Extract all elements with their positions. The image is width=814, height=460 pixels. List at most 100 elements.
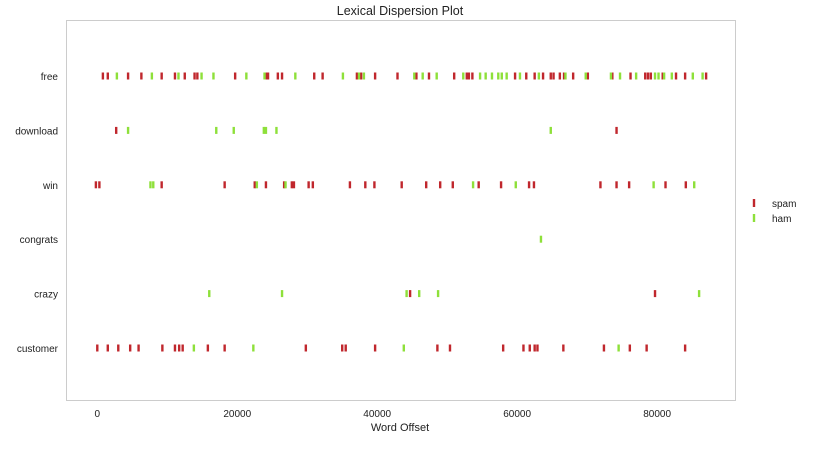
spam-mark-free	[571, 72, 575, 80]
ham-mark-free	[537, 72, 541, 80]
legend-swatch-spam	[752, 199, 756, 207]
ham-mark-free	[115, 72, 119, 80]
spam-mark-free	[558, 72, 562, 80]
ham-mark-free	[462, 72, 465, 80]
ham-mark-download	[215, 126, 218, 134]
spam-mark-free	[140, 72, 143, 80]
spam-mark-win	[98, 181, 101, 189]
spam-mark-customer	[602, 344, 606, 352]
spam-mark-free	[683, 72, 687, 80]
ham-mark-free	[421, 72, 424, 80]
spam-mark-customer	[448, 344, 452, 352]
spam-mark-free	[193, 72, 196, 80]
spam-mark-free	[321, 72, 324, 80]
ham-mark-download	[232, 126, 235, 134]
ham-mark-customer	[192, 344, 196, 352]
spam-mark-win	[477, 181, 480, 189]
spam-mark-customer	[181, 344, 184, 352]
spam-mark-free	[704, 72, 708, 80]
legend-label-ham: ham	[772, 214, 791, 225]
spam-mark-customer	[106, 344, 109, 352]
spam-mark-customer	[177, 344, 181, 352]
ham-mark-crazy	[417, 290, 421, 298]
ham-mark-win	[152, 181, 155, 189]
spam-mark-free	[674, 72, 678, 80]
ham-mark-free	[413, 72, 416, 80]
spam-mark-free	[183, 72, 186, 80]
y-label-download: download	[15, 126, 58, 137]
spam-mark-win	[615, 181, 618, 189]
x-tick-label: 80000	[643, 409, 671, 420]
ham-mark-free	[177, 72, 180, 80]
ham-mark-free	[564, 72, 567, 80]
spam-mark-customer	[223, 344, 226, 352]
spam-mark-customer	[173, 344, 177, 352]
spam-mark-free	[649, 72, 653, 80]
y-label-customer: customer	[17, 344, 59, 355]
spam-mark-win	[684, 181, 688, 189]
spam-mark-customer	[536, 344, 539, 352]
ham-mark-free	[200, 72, 203, 80]
spam-mark-download	[114, 126, 118, 134]
ham-mark-free	[618, 72, 622, 80]
spam-mark-free	[373, 72, 377, 80]
spam-mark-win	[664, 181, 667, 189]
spam-mark-free	[549, 72, 552, 80]
spam-mark-win	[527, 181, 531, 189]
spam-mark-free	[525, 72, 528, 80]
x-tick-label: 20000	[223, 409, 251, 420]
ham-mark-download	[275, 126, 278, 134]
ham-mark-download	[262, 126, 266, 134]
spam-mark-win	[253, 181, 256, 189]
spam-mark-customer	[128, 344, 132, 352]
spam-mark-free	[427, 72, 431, 80]
spam-mark-customer	[501, 344, 505, 352]
ham-mark-crazy	[436, 290, 440, 298]
ham-mark-free	[484, 72, 487, 80]
spam-mark-win	[311, 181, 315, 189]
spam-mark-win	[94, 181, 98, 189]
spam-mark-free	[101, 72, 105, 80]
spam-mark-customer	[528, 344, 531, 352]
ham-mark-free	[584, 72, 587, 80]
spam-mark-free	[644, 72, 647, 80]
spam-mark-customer	[117, 344, 120, 352]
spam-mark-customer	[436, 344, 439, 352]
ham-mark-download	[264, 126, 268, 134]
y-label-congrats: congrats	[20, 235, 58, 246]
spam-mark-win	[364, 181, 367, 189]
ham-mark-crazy	[280, 290, 284, 298]
spam-mark-free	[276, 72, 280, 80]
spam-mark-free	[465, 72, 468, 80]
ham-mark-free	[490, 72, 494, 80]
spam-mark-free	[313, 72, 316, 80]
y-label-win: win	[42, 181, 58, 192]
spam-mark-customer	[344, 344, 347, 352]
spam-mark-win	[438, 181, 442, 189]
ham-mark-free	[505, 72, 508, 80]
ham-mark-win	[652, 181, 655, 189]
spam-mark-customer	[96, 344, 99, 352]
ham-mark-free	[653, 72, 657, 80]
spam-mark-free	[196, 72, 199, 80]
spam-mark-win	[400, 181, 403, 189]
ham-mark-win	[693, 181, 696, 189]
spam-mark-win	[599, 181, 602, 189]
ham-mark-free	[341, 72, 345, 80]
x-axis-ticks: 0 20000 40000 60000 80000	[95, 409, 672, 420]
spam-mark-free	[415, 72, 418, 80]
spam-mark-crazy	[408, 290, 412, 298]
ham-mark-crazy	[697, 290, 701, 298]
ham-mark-win	[149, 181, 152, 189]
x-tick-label: 40000	[363, 409, 391, 420]
ham-mark-free	[657, 72, 660, 80]
ham-mark-free	[294, 72, 297, 80]
spam-mark-free	[280, 72, 284, 80]
spam-mark-win	[282, 181, 286, 189]
ham-mark-win	[255, 181, 259, 189]
ham-mark-free	[478, 72, 482, 80]
spam-mark-win	[373, 181, 376, 189]
spam-mark-free	[467, 72, 471, 80]
ham-mark-free	[662, 72, 666, 80]
spam-mark-win	[160, 181, 163, 189]
